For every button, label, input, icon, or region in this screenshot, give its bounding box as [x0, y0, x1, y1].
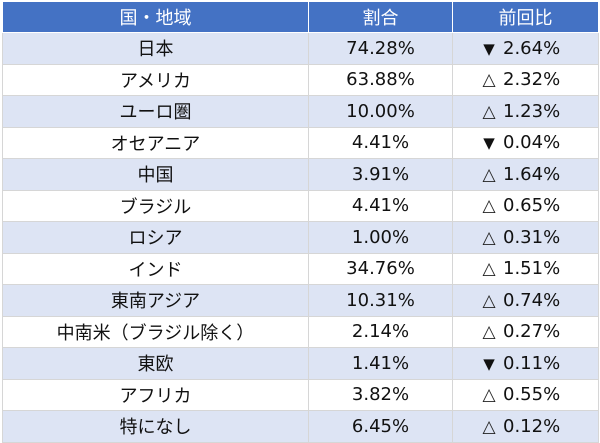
share-cell: 4.41% — [308, 126, 453, 159]
table-row: ユーロ圏 10.00% △ 1.23% — [2, 95, 599, 128]
change-cell: ▼ 0.11% — [452, 347, 599, 380]
triangle-up-outline-icon: △ — [482, 227, 496, 248]
region-cell: 中南米（ブラジル除く） — [2, 315, 309, 348]
share-cell: 3.91% — [308, 158, 453, 191]
triangle-up-outline-icon: △ — [482, 259, 496, 280]
share-cell: 4.41% — [308, 189, 453, 222]
region-cell: ロシア — [2, 221, 309, 254]
region-cell: 特になし — [2, 410, 309, 443]
table-row: 東欧 1.41% ▼ 0.11% — [2, 347, 599, 380]
header-change: 前回比 — [452, 2, 599, 33]
region-cell: ブラジル — [2, 189, 309, 222]
change-value: 2.32% — [503, 69, 561, 91]
header-region: 国・地域 — [2, 2, 309, 33]
share-cell: 74.28% — [308, 32, 453, 65]
table-body: 日本 74.28% ▼ 2.64% アメリカ 63.88% △ 2.32% ユーロ圏 10.00%… — [2, 32, 599, 443]
change-cell: △ 0.55% — [452, 378, 599, 411]
change-cell: △ 0.12% — [452, 410, 599, 443]
change-value: 0.12% — [503, 415, 561, 437]
table-row: オセアニア 4.41% ▼ 0.04% — [2, 126, 599, 159]
region-cell: アフリカ — [2, 378, 309, 411]
triangle-up-outline-icon: △ — [482, 385, 496, 406]
share-cell: 63.88% — [308, 63, 453, 96]
region-cell: オセアニア — [2, 126, 309, 159]
share-cell: 10.00% — [308, 95, 453, 128]
triangle-down-icon: ▼ — [483, 134, 495, 153]
change-value: 1.51% — [503, 258, 561, 280]
triangle-up-outline-icon: △ — [482, 164, 496, 185]
change-cell: ▼ 2.64% — [452, 32, 599, 65]
header-row: 国・地域 割合 前回比 — [2, 2, 599, 33]
triangle-up-outline-icon: △ — [482, 101, 496, 122]
table-row: 特になし 6.45% △ 0.12% — [2, 410, 599, 443]
change-value: 0.74% — [503, 289, 561, 311]
table-row: 中国 3.91% △ 1.64% — [2, 158, 599, 191]
change-cell: △ 1.51% — [452, 252, 599, 285]
share-cell: 6.45% — [308, 410, 453, 443]
triangle-up-outline-icon: △ — [482, 196, 496, 217]
change-value: 1.23% — [503, 100, 561, 122]
region-cell: 東南アジア — [2, 284, 309, 317]
region-cell: 日本 — [2, 32, 309, 65]
table-row: アメリカ 63.88% △ 2.32% — [2, 63, 599, 96]
share-cell: 2.14% — [308, 315, 453, 348]
change-cell: ▼ 0.04% — [452, 126, 599, 159]
table-header: 国・地域 割合 前回比 — [2, 2, 599, 33]
share-cell: 3.82% — [308, 378, 453, 411]
table-row: 中南米（ブラジル除く） 2.14% △ 0.27% — [2, 315, 599, 348]
table-row: アフリカ 3.82% △ 0.55% — [2, 378, 599, 411]
change-value: 2.64% — [503, 37, 561, 59]
change-cell: △ 0.27% — [452, 315, 599, 348]
triangle-down-icon: ▼ — [483, 39, 495, 58]
triangle-up-outline-icon: △ — [482, 322, 496, 343]
triangle-up-outline-icon: △ — [482, 70, 496, 91]
share-cell: 34.76% — [308, 252, 453, 285]
triangle-up-outline-icon: △ — [482, 416, 496, 437]
share-cell: 1.41% — [308, 347, 453, 380]
change-cell: △ 0.31% — [452, 221, 599, 254]
triangle-down-icon: ▼ — [483, 354, 495, 373]
header-share: 割合 — [308, 2, 453, 33]
triangle-up-outline-icon: △ — [482, 290, 496, 311]
change-value: 0.31% — [503, 226, 561, 248]
change-value: 1.64% — [503, 163, 561, 185]
table-row: インド 34.76% △ 1.51% — [2, 252, 599, 285]
region-cell: インド — [2, 252, 309, 285]
change-value: 0.55% — [503, 384, 561, 406]
change-value: 0.27% — [503, 321, 561, 343]
table-row: ロシア 1.00% △ 0.31% — [2, 221, 599, 254]
change-value: 0.65% — [503, 195, 561, 217]
share-cell: 10.31% — [308, 284, 453, 317]
table-row: ブラジル 4.41% △ 0.65% — [2, 189, 599, 222]
region-cell: 中国 — [2, 158, 309, 191]
table-row: 日本 74.28% ▼ 2.64% — [2, 32, 599, 65]
change-cell: △ 0.65% — [452, 189, 599, 222]
change-value: 0.04% — [503, 132, 561, 154]
change-cell: △ 0.74% — [452, 284, 599, 317]
table-row: 東南アジア 10.31% △ 0.74% — [2, 284, 599, 317]
change-cell: △ 1.23% — [452, 95, 599, 128]
region-cell: アメリカ — [2, 63, 309, 96]
change-cell: △ 1.64% — [452, 158, 599, 191]
region-cell: 東欧 — [2, 347, 309, 380]
share-cell: 1.00% — [308, 221, 453, 254]
change-value: 0.11% — [503, 352, 561, 374]
region-cell: ユーロ圏 — [2, 95, 309, 128]
change-cell: △ 2.32% — [452, 63, 599, 96]
